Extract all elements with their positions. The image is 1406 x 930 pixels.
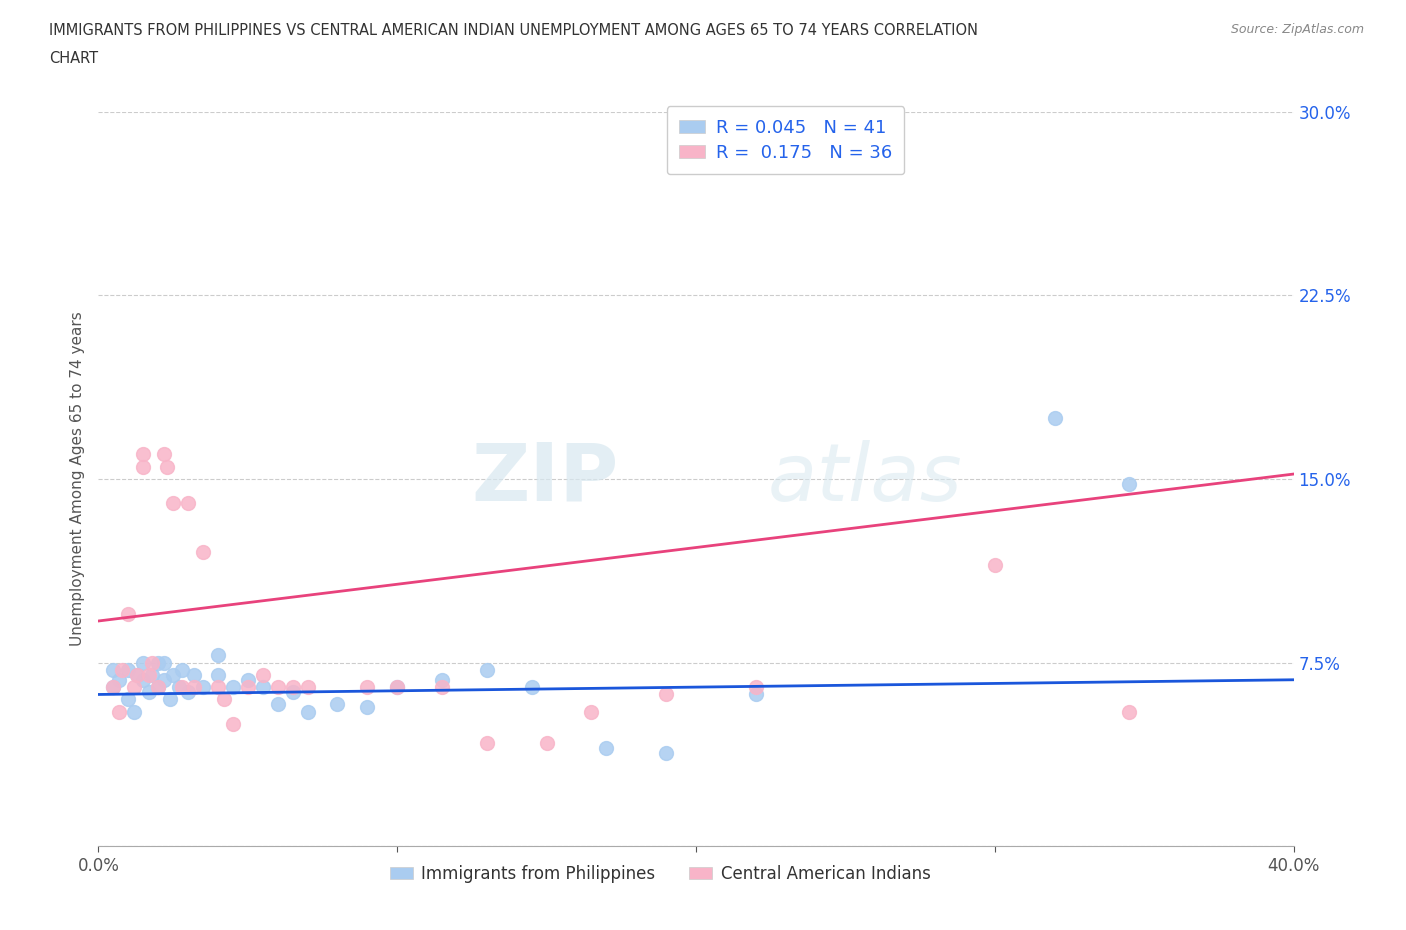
Point: [430, 672, 453, 687]
Point: [138, 668, 160, 683]
Point: [207, 648, 229, 663]
Point: [124, 704, 146, 719]
Point: [581, 704, 603, 719]
Point: [745, 687, 768, 702]
Point: [103, 680, 125, 695]
Text: IMMIGRANTS FROM PHILIPPINES VS CENTRAL AMERICAN INDIAN UNEMPLOYMENT AMONG AGES 6: IMMIGRANTS FROM PHILIPPINES VS CENTRAL A…: [49, 23, 979, 38]
Point: [159, 692, 181, 707]
Y-axis label: Unemployment Among Ages 65 to 74 years: Unemployment Among Ages 65 to 74 years: [69, 312, 84, 646]
Point: [475, 736, 498, 751]
Point: [132, 656, 155, 671]
Point: [127, 668, 149, 683]
Point: [117, 606, 139, 621]
Point: [167, 680, 190, 695]
Point: [162, 668, 184, 683]
Point: [212, 692, 235, 707]
Point: [148, 680, 170, 695]
Point: [132, 459, 155, 474]
Point: [1043, 410, 1066, 425]
Point: [745, 680, 768, 695]
Point: [132, 672, 155, 687]
Point: [356, 680, 378, 695]
Point: [655, 687, 678, 702]
Point: [111, 662, 134, 677]
Point: [655, 746, 678, 761]
Point: [117, 692, 139, 707]
Point: [1118, 704, 1140, 719]
Point: [1118, 476, 1140, 491]
Point: [138, 684, 160, 699]
Point: [536, 736, 558, 751]
Point: [356, 699, 378, 714]
Point: [183, 680, 205, 695]
Point: [236, 680, 259, 695]
Point: [297, 680, 319, 695]
Point: [108, 672, 131, 687]
Point: [385, 680, 409, 695]
Point: [141, 656, 163, 671]
Point: [281, 680, 304, 695]
Point: [430, 680, 453, 695]
Point: [252, 668, 274, 683]
Point: [103, 662, 125, 677]
Point: [132, 447, 155, 462]
Text: CHART: CHART: [49, 51, 98, 66]
Point: [108, 704, 131, 719]
Point: [153, 656, 176, 671]
Point: [475, 662, 498, 677]
Point: [297, 704, 319, 719]
Point: [183, 668, 205, 683]
Point: [222, 716, 245, 731]
Point: [153, 447, 176, 462]
Point: [103, 680, 125, 695]
Point: [172, 662, 194, 677]
Point: [520, 680, 543, 695]
Point: [148, 680, 170, 695]
Text: atlas: atlas: [768, 440, 963, 518]
Point: [156, 459, 179, 474]
Point: [207, 668, 229, 683]
Point: [162, 496, 184, 511]
Point: [252, 680, 274, 695]
Point: [267, 697, 290, 711]
Point: [127, 668, 149, 683]
Text: ZIP: ZIP: [471, 440, 619, 518]
Point: [326, 697, 349, 711]
Point: [141, 668, 163, 683]
Point: [984, 557, 1007, 572]
Point: [177, 684, 200, 699]
Point: [281, 684, 304, 699]
Text: Source: ZipAtlas.com: Source: ZipAtlas.com: [1230, 23, 1364, 36]
Point: [236, 672, 259, 687]
Point: [595, 741, 617, 756]
Legend: Immigrants from Philippines, Central American Indians: Immigrants from Philippines, Central Ame…: [382, 858, 938, 889]
Point: [117, 662, 139, 677]
Point: [172, 680, 194, 695]
Point: [124, 680, 146, 695]
Point: [191, 545, 214, 560]
Point: [177, 496, 200, 511]
Point: [385, 680, 409, 695]
Point: [153, 672, 176, 687]
Point: [191, 680, 214, 695]
Point: [148, 656, 170, 671]
Point: [267, 680, 290, 695]
Point: [207, 680, 229, 695]
Point: [222, 680, 245, 695]
